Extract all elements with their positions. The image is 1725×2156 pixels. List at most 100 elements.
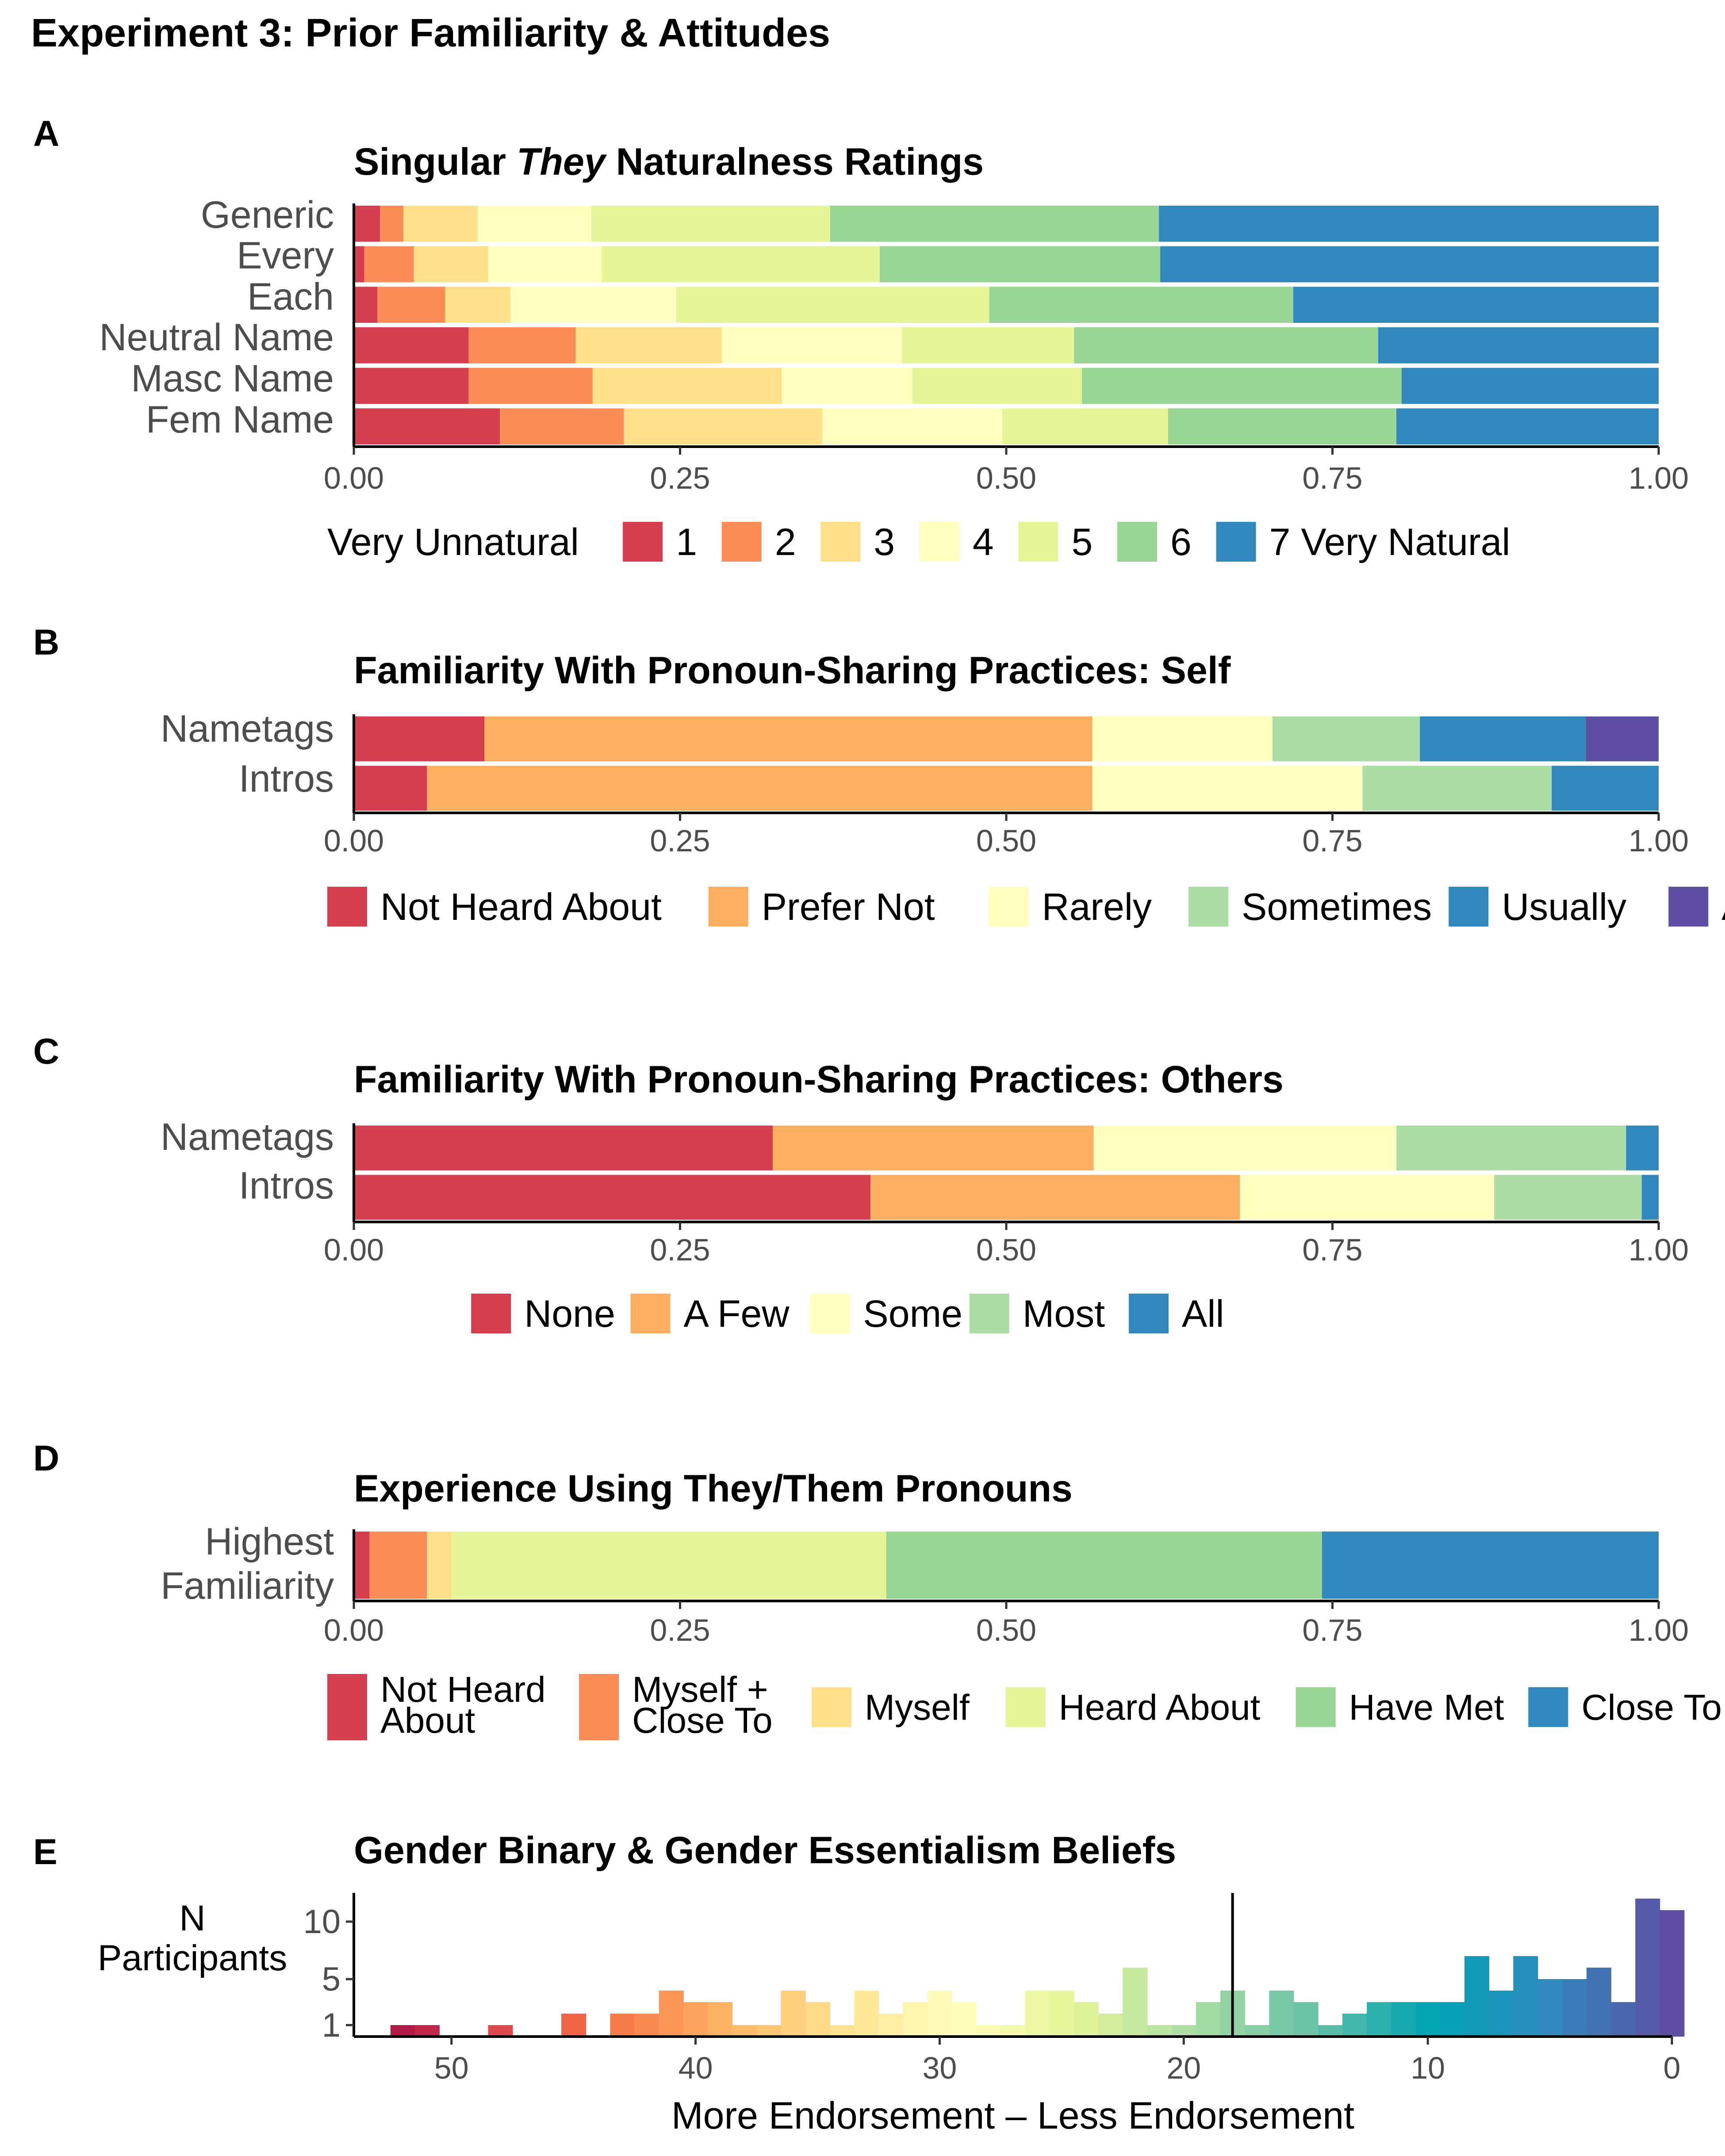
legend-swatch (1449, 887, 1489, 927)
histogram-bar (1489, 1991, 1514, 2037)
histogram-bar (805, 2002, 830, 2037)
bar-segment (1092, 766, 1363, 811)
histogram-bar (878, 2014, 904, 2037)
x-tick-label: 0 (1664, 2051, 1681, 2085)
legend-label: Not Heard About (380, 886, 662, 928)
panel-letter: C (33, 1031, 59, 1072)
legend-label: Myself + (632, 1670, 768, 1710)
bar-segment (1168, 408, 1397, 444)
legend-label: 7 Very Natural (1269, 521, 1510, 563)
histogram-bar (854, 1991, 879, 2037)
bar-segment (354, 287, 378, 323)
bar-segment (1293, 287, 1659, 323)
bar-segment (1585, 716, 1659, 762)
histogram-bar (1123, 1968, 1148, 2037)
bar-segment (500, 408, 624, 444)
histogram-bar (1000, 2025, 1026, 2037)
legend-label: About (380, 1700, 475, 1741)
category-label: Fem Name (146, 398, 334, 441)
histogram-bar (1245, 2025, 1270, 2037)
histogram-bar (683, 2002, 708, 2037)
category-label: Generic (201, 194, 334, 236)
title-part: Naturalness Ratings (606, 141, 984, 183)
x-tick-label: 0.50 (976, 1233, 1036, 1267)
legend-label: 2 (775, 521, 796, 563)
title-part: They (517, 141, 607, 183)
bar-segment (676, 287, 989, 323)
x-tick-label: 0.00 (324, 461, 384, 495)
legend-swatch (1117, 522, 1158, 562)
histogram-bar (1049, 1991, 1074, 2037)
bar-segment (1396, 408, 1659, 444)
legend-label: None (524, 1293, 615, 1335)
histogram-bar (634, 2014, 659, 2037)
legend-swatch (708, 887, 748, 927)
legend-swatch (820, 522, 861, 562)
x-tick-label: 0.25 (650, 823, 710, 858)
x-tick-label: 0.25 (650, 1233, 710, 1267)
x-tick-label: 0.50 (976, 461, 1036, 495)
bar-segment (468, 327, 576, 364)
legend-label: Prefer Not (762, 886, 935, 928)
histogram-bar (1025, 1991, 1050, 2037)
bar-segment (1494, 1175, 1642, 1220)
histogram-bar (903, 2002, 928, 2037)
x-tick-label: 0.25 (650, 1613, 710, 1647)
legend-label: Not Heard (380, 1670, 546, 1710)
histogram-bar (756, 2025, 782, 2037)
category-label: Every (237, 234, 334, 277)
legend-label: Close To (1581, 1688, 1722, 1728)
legend-label: A Few (684, 1293, 790, 1335)
bar-segment (478, 206, 591, 242)
bar-segment (354, 1532, 370, 1599)
legend-swatch (1005, 1687, 1046, 1727)
legend-swatch (919, 522, 959, 562)
bar-segment (591, 206, 830, 242)
bar-segment (1626, 1126, 1659, 1171)
histogram-bar (1611, 2002, 1636, 2037)
bar-segment (445, 287, 510, 323)
panel-e: E Gender Binary & Gender Essentialism Bel… (33, 1829, 1685, 2137)
histogram-bar (952, 2002, 977, 2037)
legend-swatch (1018, 522, 1058, 562)
legend-label: Myself (865, 1688, 970, 1728)
bar-segment (427, 766, 1092, 811)
panel-letter: E (33, 1832, 58, 1872)
bar-segment (1002, 408, 1168, 444)
bar-segment (721, 327, 902, 364)
histogram-bar (390, 2025, 415, 2037)
legend-swatch (810, 1294, 850, 1333)
x-tick-label: 1.00 (1629, 823, 1689, 858)
x-tick-label: 0.75 (1302, 823, 1362, 858)
bar-segment (1160, 246, 1659, 283)
bar-segment (886, 1532, 1322, 1599)
legend-label: Have Met (1349, 1688, 1504, 1728)
y-axis-label: N (179, 1898, 205, 1938)
bar-segment (1362, 766, 1552, 811)
bar-segment (354, 766, 427, 811)
bar-segment (354, 246, 364, 283)
histogram-bar (830, 2025, 855, 2037)
histogram-bar (1269, 1991, 1294, 2037)
panel-d: D Experience Using They/Them Pronouns High… (33, 1438, 1722, 1741)
legend-label: Sometimes (1242, 886, 1432, 928)
bar-segment (354, 716, 484, 762)
panel-b: B Familiarity With Pronoun-Sharing Practi… (33, 622, 1725, 928)
histogram-bar (976, 2025, 1001, 2037)
category-label: Each (247, 276, 334, 318)
y-tick-label: 1 (322, 2007, 341, 2044)
x-tick-label: 1.00 (1629, 1613, 1689, 1647)
bar-segment (427, 1532, 452, 1599)
bar-segment (414, 246, 488, 283)
legend-swatch (989, 887, 1029, 927)
histogram-bar (1073, 2002, 1099, 2037)
category-label: Masc Name (131, 357, 334, 400)
legend-swatch (327, 1674, 367, 1740)
x-tick-label: 40 (678, 2051, 713, 2085)
panel-a: A Singular They Naturalness Ratings Generi… (33, 114, 1689, 563)
x-tick-label: 30 (923, 2051, 957, 2085)
bar-segment (452, 1532, 886, 1599)
histogram-bar (708, 2002, 733, 2037)
legend-label: Usually (1502, 886, 1626, 928)
